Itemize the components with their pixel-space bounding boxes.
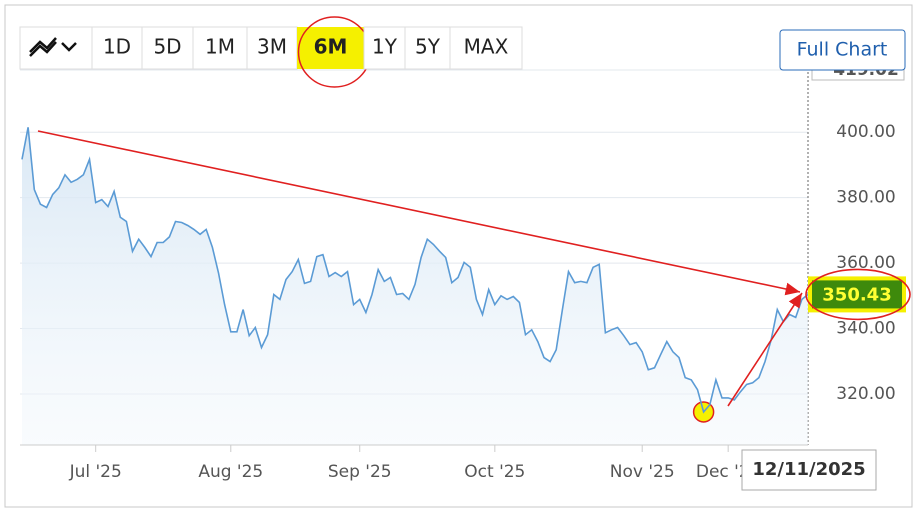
chart-type-icon xyxy=(29,37,57,57)
rebound-arrow xyxy=(727,292,803,407)
range-button[interactable] xyxy=(449,26,523,70)
dropdown-caret xyxy=(61,42,77,52)
range-button-label: 6M xyxy=(314,35,348,59)
range-button-label: 1M xyxy=(205,35,235,59)
range-button-label: 5Y xyxy=(415,35,441,59)
range-button[interactable] xyxy=(141,26,194,70)
annotations: 350.43 12/11/2025 xyxy=(37,130,911,491)
toolbar: 1D 5D 1M 3M 6M 1Y 5Y MAX Full Chart xyxy=(19,16,906,88)
current-price: 350.43 xyxy=(822,284,891,305)
full-chart-label: Full Chart xyxy=(797,39,888,61)
range-button[interactable] xyxy=(297,27,364,69)
price-line xyxy=(21,127,809,414)
x-tick-label: Jul '25 xyxy=(69,462,122,482)
y-tick-label: 380.00 xyxy=(836,188,895,208)
trend-arrow xyxy=(37,130,801,296)
price-circle xyxy=(805,268,911,321)
plot xyxy=(21,127,809,446)
range-button[interactable] xyxy=(363,26,406,70)
range-button[interactable] xyxy=(404,26,451,70)
range-button-label: 1Y xyxy=(372,35,398,59)
x-tick-label: Oct '25 xyxy=(464,462,525,482)
range-button-label: 5D xyxy=(153,35,181,59)
x-tick-label: Aug '25 xyxy=(198,462,263,482)
range-button-label: 1D xyxy=(103,35,131,59)
chart-type-button[interactable] xyxy=(19,26,93,70)
range-button-label: MAX xyxy=(464,35,509,59)
y-tick-label: 360.00 xyxy=(836,253,895,273)
current-price-box xyxy=(812,280,902,309)
x-tick-label: Nov '25 xyxy=(610,462,675,482)
y-tick-label: 340.00 xyxy=(836,319,895,339)
range-button[interactable] xyxy=(246,26,298,70)
range-button[interactable] xyxy=(192,26,248,70)
x-tick-label: Sep '25 xyxy=(328,462,392,482)
crosshair-date: 12/11/2025 xyxy=(752,459,865,480)
y-tick-label: 400.00 xyxy=(836,122,895,142)
range-button-label: 3M xyxy=(257,35,287,59)
full-chart-button[interactable] xyxy=(779,29,906,71)
y-tick-label: 320.00 xyxy=(836,384,895,404)
date-box xyxy=(741,449,877,491)
